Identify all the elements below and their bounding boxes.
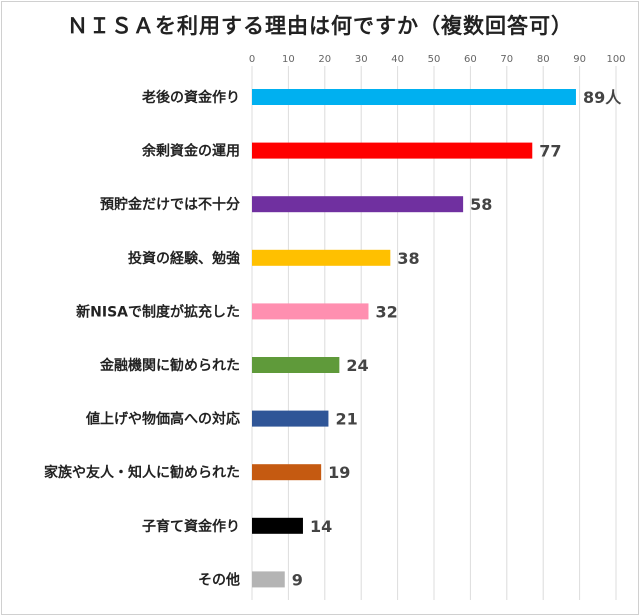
value-label: 38	[397, 249, 419, 268]
x-tick-label: 80	[537, 54, 550, 65]
value-label: 77	[539, 142, 561, 161]
bar	[252, 464, 322, 481]
bar	[252, 89, 576, 105]
x-tick-label: 70	[500, 54, 513, 65]
chart-title: ＮＩＳＡを利用する理由は何ですか（複数回答可）	[67, 14, 573, 38]
category-label: 子育て資金作り	[142, 518, 240, 535]
category-label: 値上げや物価高への対応	[85, 411, 240, 428]
category-label: 新NISAで制度が拡充した	[76, 303, 240, 320]
value-label: 21	[335, 410, 357, 429]
x-tick-label: 50	[428, 54, 441, 65]
category-label: 余剰資金の運用	[141, 143, 240, 160]
category-label: 老後の資金作り	[142, 89, 240, 106]
value-label: 32	[375, 302, 397, 321]
x-tick-label: 30	[355, 54, 368, 65]
category-label: その他	[198, 571, 240, 588]
bar	[252, 249, 391, 266]
x-tick-label: 10	[282, 54, 295, 65]
category-label: 金融機関に勧められた	[99, 357, 240, 374]
category-label: 投資の経験、勉強	[128, 250, 240, 267]
x-tick-label: 20	[318, 54, 331, 65]
bar	[252, 517, 303, 534]
bar	[252, 357, 340, 373]
value-label: 89人	[583, 88, 622, 107]
x-tick-label: 60	[464, 54, 477, 65]
x-tick-label: 90	[573, 54, 586, 65]
value-label: 14	[310, 517, 332, 536]
bar	[252, 303, 369, 320]
bar	[252, 196, 464, 213]
bar	[252, 571, 285, 588]
x-tick-label: 100	[606, 54, 625, 65]
value-label: 19	[328, 463, 350, 482]
bar	[252, 410, 329, 427]
category-label: 家族や友人・知人に勧められた	[44, 464, 240, 481]
value-label: 58	[470, 195, 492, 214]
value-label: 9	[292, 570, 303, 589]
x-tick-label: 0	[249, 54, 255, 65]
x-tick-label: 40	[391, 54, 404, 65]
category-label: 預貯金だけでは不十分	[100, 196, 240, 213]
bar	[252, 142, 533, 159]
value-label: 24	[346, 356, 368, 375]
